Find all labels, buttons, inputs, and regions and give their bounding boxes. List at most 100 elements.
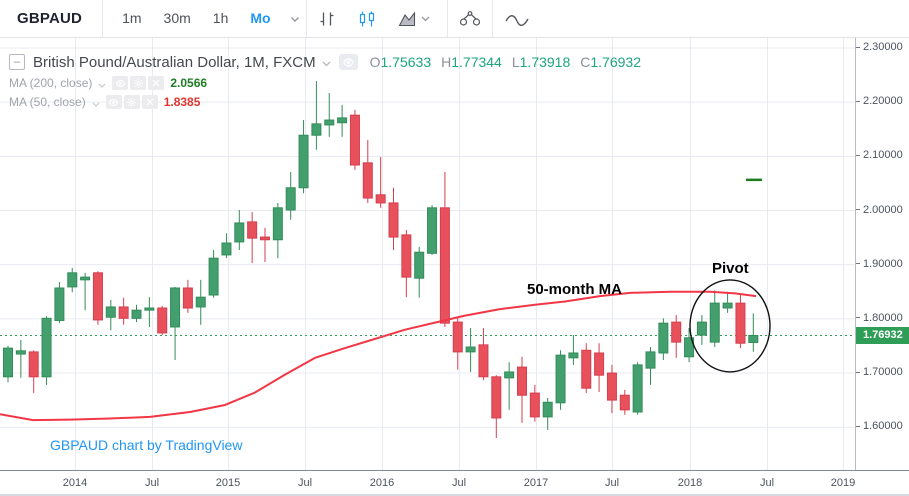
chart-pane[interactable]: – British Pound/Australian Dollar, 1M, F… [0,38,909,470]
price-tick-label: 1.80000 [856,312,903,324]
close-icon[interactable] [148,76,165,90]
candle-body-2016-10 [491,376,502,419]
indicator-row-ma50: MA (50, close) 1.8385 [9,93,641,111]
eye-icon[interactable] [105,95,122,109]
candle-body-2013-09 [15,350,26,355]
close-icon[interactable] [141,95,158,109]
candle-body-2017-09 [632,364,643,413]
candle-body-2014-07 [144,307,155,311]
candle-body-2016-04 [414,251,425,279]
price-tick-label: 1.60000 [856,420,903,432]
price-tick-label: 2.20000 [856,95,903,107]
time-tick-label: Jul [297,477,313,489]
candle-body-2016-01 [375,194,386,204]
last-price-badge: 1.76932 [856,326,909,344]
visibility-icon[interactable] [338,54,358,70]
interval-button-1h[interactable]: 1h [212,10,229,26]
candle-body-2013-11 [41,317,52,378]
ma50-line [0,290,757,422]
time-axis[interactable]: 2014 Jul 2015 Jul 2016 Jul 2017 Jul 2018 Jul 2019 [0,470,909,496]
interval-switcher: 1m 30m 1h Mo [103,0,289,37]
candle-body-2018-04 [722,302,733,309]
close-label: C [580,54,591,70]
candle-body-2014-05 [118,306,129,319]
candle-body-2015-12 [362,162,373,199]
indicator-value: 1.8385 [163,95,201,109]
price-tick-label: 2.10000 [856,149,903,161]
candle-body-2016-07 [452,321,463,353]
candle-body-2016-06 [439,207,450,324]
open-value: 1.75633 [380,54,432,70]
low-label: L [511,54,520,70]
candle-body-2013-12 [54,287,65,321]
candle-body-2015-07 [298,134,309,189]
time-tick-label: Jul [604,477,620,489]
candle-body-2015-10 [337,117,348,124]
chart-toolbar: GBPAUD 1m 30m 1h Mo [0,0,909,38]
low-value: 1.73918 [519,54,571,70]
indicator-chevron-down-icon[interactable] [98,77,106,91]
candle-body-2017-08 [619,394,630,411]
interval-chevron-down-icon[interactable] [290,10,300,28]
candle-body-2016-03 [401,234,412,278]
candlestick-plot [0,38,855,470]
time-tick-label: Jul [451,477,467,489]
candle-body-2014-10 [182,287,193,309]
candle-body-2018-05 [735,302,746,344]
candle-body-2014-11 [195,296,206,308]
indicator-name: MA (200, close) [9,76,93,90]
line-tool-icon[interactable] [493,0,541,37]
toolbar-separator [102,0,104,37]
time-tick-label: 2018 [677,477,703,489]
indicator-row-ma200: MA (200, close) 2.0566 [9,74,641,92]
candle-body-2017-04 [568,352,579,359]
indicator-chevron-down-icon[interactable] [92,96,100,110]
chart-title[interactable]: British Pound/Australian Dollar, 1M, FXC… [33,53,316,71]
ma50-annotation-label: 50-month MA [527,281,622,298]
time-tick-label: Jul [759,477,775,489]
toolbar-separator [305,0,307,37]
candle-body-2017-11 [658,322,669,354]
area-style-icon[interactable] [387,0,447,37]
interval-button-30m[interactable]: 30m [163,10,191,26]
pivot-circle-drawing [689,279,771,373]
candle-body-2015-05 [272,207,283,241]
candle-body-2017-03 [555,354,566,404]
interval-button-1m[interactable]: 1m [122,10,142,26]
high-value: 1.77344 [451,54,502,70]
compare-icon[interactable] [448,0,492,37]
legend-collapse-icon[interactable]: – [9,54,25,70]
interval-button-Mo[interactable]: Mo [250,10,271,26]
candle-body-2015-03 [247,221,258,239]
chart-title-chevron-down-icon[interactable] [322,54,331,72]
candle-body-2018-01 [684,337,695,358]
candle-body-2015-02 [234,222,245,243]
tradingview-attribution-link[interactable]: GBPAUD chart by TradingView [50,437,243,453]
gear-icon[interactable] [130,76,147,90]
gear-icon[interactable] [123,95,140,109]
candle-body-2015-11 [349,114,360,166]
candle-body-2017-07 [606,372,617,401]
candle-body-2017-02 [542,401,553,418]
price-axis[interactable]: 1.76932 2.30000 2.20000 2.10000 2.00000 1.90… [855,38,909,470]
close-value: 1.76932 [590,54,641,70]
candle-body-2013-10 [28,351,39,378]
candle-style-icon[interactable] [347,0,387,37]
bar-style-icon[interactable] [307,0,347,37]
candle-body-2016-05 [427,207,438,254]
high-label: H [441,54,452,70]
pivot-annotation-label: Pivot [712,260,749,277]
time-tick-label: 2019 [830,477,856,489]
candle-body-2014-01 [67,272,78,288]
candle-body-2016-08 [465,346,476,353]
candle-body-2018-03 [709,302,720,343]
candle-body-2015-01 [221,242,232,256]
candle-body-2014-03 [92,272,103,321]
candle-body-2018-02 [696,321,707,336]
candle-body-2017-12 [671,321,682,343]
eye-icon[interactable] [112,76,129,90]
symbol-label[interactable]: GBPAUD [17,10,83,27]
price-tick-label: 1.90000 [856,258,903,270]
price-tick-label: 1.70000 [856,366,903,378]
